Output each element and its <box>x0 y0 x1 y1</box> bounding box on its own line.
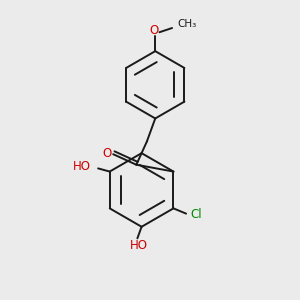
Text: HO: HO <box>129 239 147 252</box>
Text: CH₃: CH₃ <box>177 19 196 29</box>
Text: Cl: Cl <box>190 208 202 221</box>
Text: O: O <box>150 24 159 37</box>
Text: HO: HO <box>73 160 91 173</box>
Text: O: O <box>102 147 112 160</box>
